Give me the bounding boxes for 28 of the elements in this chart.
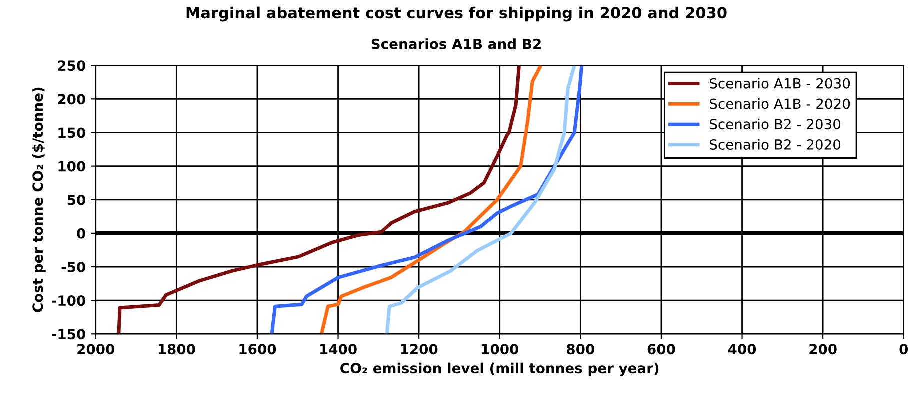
y-tick-label: 0	[77, 228, 86, 239]
chart-title: Marginal abatement cost curves for shipping in 2020 and 2030	[186, 6, 727, 22]
x-tick-label: 200	[810, 344, 837, 355]
x-tick-label: 1600	[240, 344, 276, 355]
y-tick-label: 200	[58, 94, 86, 105]
y-tick-label: 250	[58, 60, 86, 72]
y-tick-label: -50	[62, 262, 86, 272]
x-tick-label: 1800	[158, 344, 196, 355]
y-tick-label: 150	[58, 128, 86, 138]
x-tick-label: 2000	[78, 344, 115, 355]
x-tick-label: 800	[567, 344, 594, 355]
legend-label: Scenario B2 - 2030	[710, 118, 841, 130]
y-tick-label: 50	[68, 194, 86, 206]
y-tick-label: -150	[52, 329, 86, 340]
y-tick-label: -100	[52, 296, 86, 306]
legend-label: Scenario A1B - 2020	[710, 98, 850, 110]
x-tick-label: 1200	[401, 344, 438, 355]
x-tick-label: 1000	[482, 344, 519, 355]
x-axis-title: CO₂ emission level (mill tonnes per year)	[340, 362, 659, 376]
legend-label: Scenario A1B - 2030	[710, 78, 850, 89]
x-tick-label: 400	[728, 344, 756, 355]
y-tick-label: 100	[58, 161, 86, 172]
x-tick-label: 1400	[320, 344, 357, 355]
x-tick-label: 0	[900, 344, 908, 355]
x-tick-label: 600	[648, 344, 676, 355]
y-axis-title: Cost per tonne CO₂ ($/tonne)	[32, 88, 46, 312]
chart-subtitle: Scenarios A1B and B2	[372, 38, 541, 50]
legend-label: Scenario B2 - 2020	[710, 139, 841, 150]
